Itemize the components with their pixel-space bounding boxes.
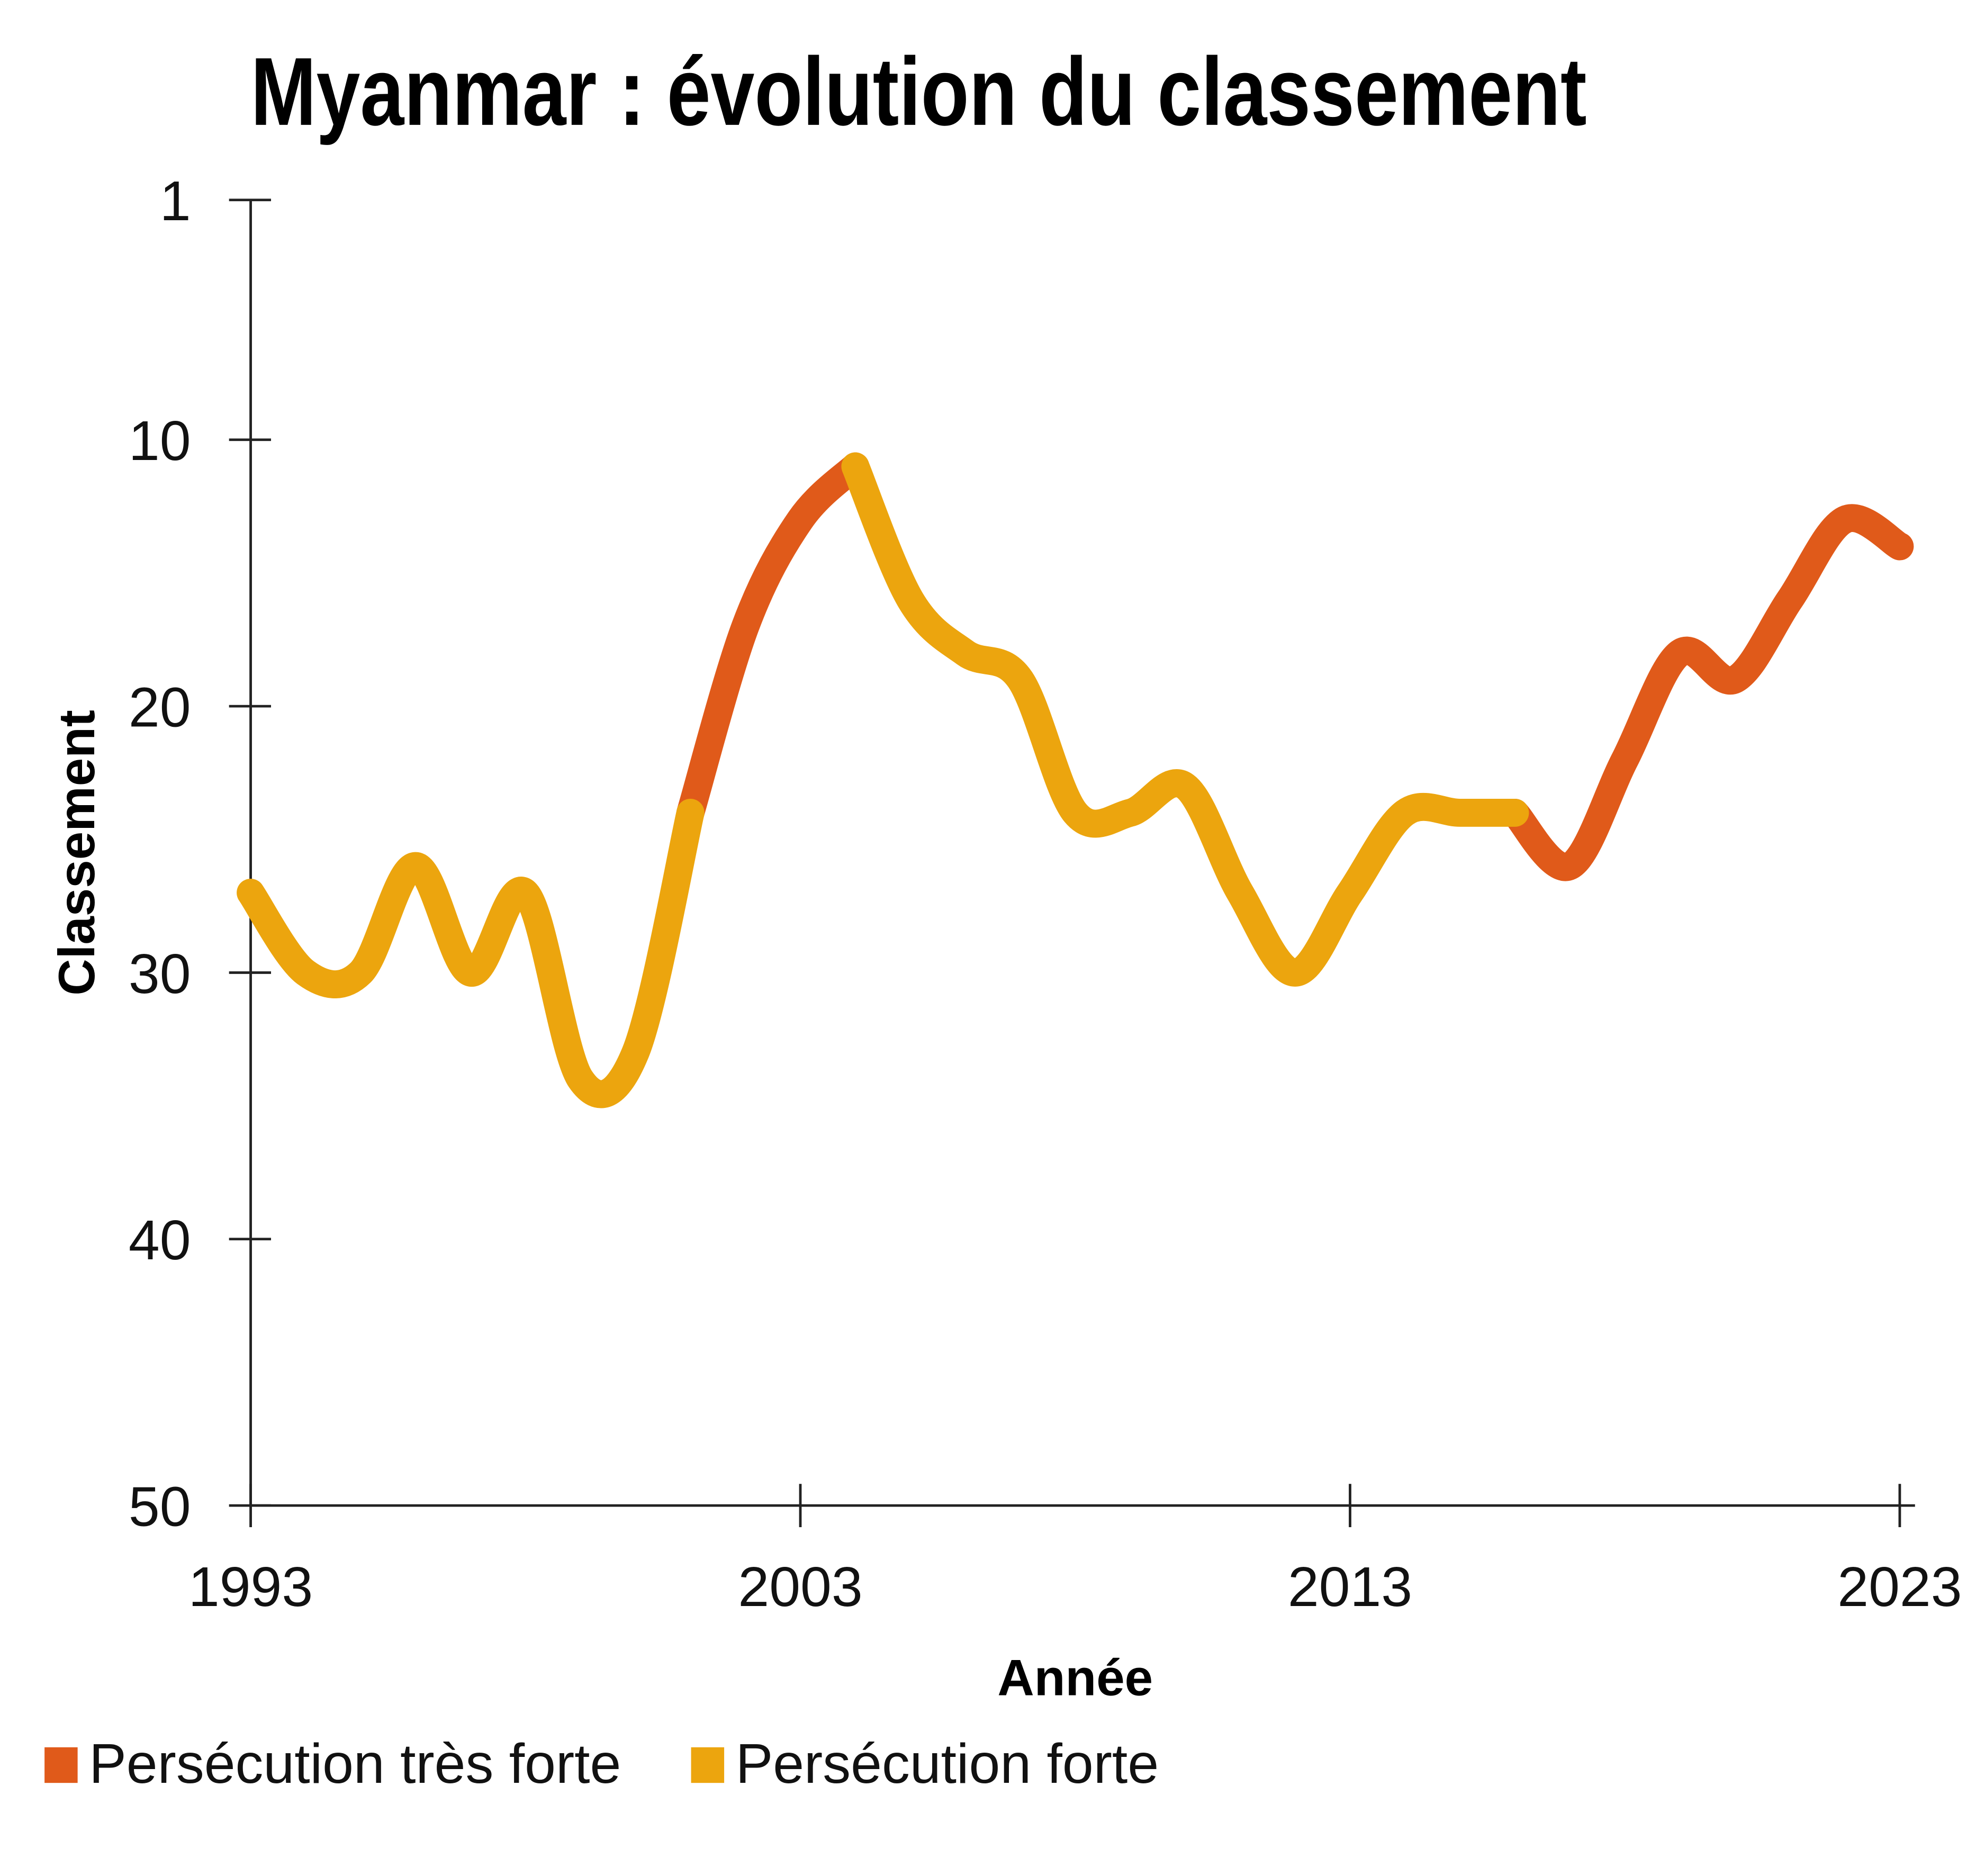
line-series (1501, 504, 1914, 881)
y-tick-label: 10 (129, 410, 191, 472)
legend-swatch (691, 1747, 725, 1783)
x-tick-label: 1993 (188, 1556, 313, 1618)
y-tick-label: 50 (129, 1476, 191, 1538)
y-tick-label: 1 (160, 170, 191, 232)
line-series (676, 452, 870, 827)
x-tick-label: 2023 (1837, 1556, 1962, 1618)
y-tick-label: 30 (129, 943, 191, 1005)
y-tick-label: 40 (129, 1209, 191, 1271)
legend-swatch (44, 1747, 78, 1783)
chart-title: Myanmar : évolution du classement (251, 38, 1587, 146)
line-series (237, 799, 705, 1108)
x-axis-title: Année (997, 1649, 1153, 1706)
y-tick-label: 20 (129, 677, 191, 739)
legend-label: Persécution forte (736, 1733, 1159, 1795)
y-axis-title: Classement (49, 710, 105, 996)
line-series (841, 452, 1529, 987)
legend-label: Persécution très forte (89, 1733, 621, 1795)
x-tick-label: 2013 (1288, 1556, 1412, 1618)
x-tick-label: 2003 (738, 1556, 862, 1618)
